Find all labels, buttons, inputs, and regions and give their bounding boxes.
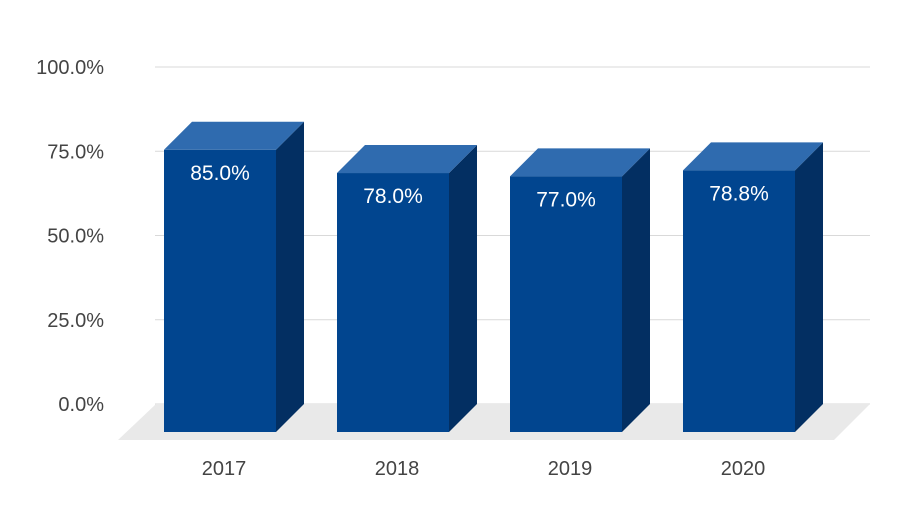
bar-2017: 85.0% bbox=[164, 121, 304, 433]
data-label: 77.0% bbox=[536, 188, 596, 211]
bar-top-face bbox=[337, 145, 477, 174]
bar-front-face bbox=[683, 170, 795, 432]
bar-front-face bbox=[510, 176, 622, 432]
y-axis: 0.0% 25.0% 50.0% 75.0% 100.0% bbox=[36, 57, 104, 416]
x-axis: 2017 2018 2019 2020 bbox=[202, 458, 766, 480]
floor-plane bbox=[118, 404, 870, 440]
data-label: 78.8% bbox=[709, 182, 769, 205]
bar-front-face bbox=[164, 149, 276, 433]
bar-side-face bbox=[449, 145, 477, 433]
bar-top-face bbox=[164, 121, 304, 150]
y-tick-label: 0.0% bbox=[58, 394, 104, 416]
y-tick-label: 50.0% bbox=[47, 226, 104, 248]
bar-front-face bbox=[337, 173, 449, 433]
x-tick-label: 2019 bbox=[548, 458, 593, 480]
bar-side-face bbox=[795, 142, 823, 432]
bar-top-face bbox=[683, 142, 823, 171]
x-tick-label: 2020 bbox=[721, 458, 766, 480]
chart-floor bbox=[118, 404, 870, 440]
bar-top-face bbox=[510, 148, 650, 177]
x-tick-label: 2018 bbox=[375, 458, 420, 480]
data-label: 85.0% bbox=[190, 162, 250, 185]
bar-2020: 78.8% bbox=[683, 142, 823, 432]
y-tick-label: 75.0% bbox=[47, 141, 104, 163]
y-tick-label: 100.0% bbox=[36, 57, 104, 79]
bar-side-face bbox=[622, 148, 650, 433]
data-label: 78.0% bbox=[363, 185, 423, 208]
bar-2018: 78.0% bbox=[337, 145, 477, 433]
bar-side-face bbox=[276, 121, 304, 433]
bars: 85.0% 78.0% 77.0% 78.8% bbox=[164, 121, 823, 433]
x-tick-label: 2017 bbox=[202, 458, 247, 480]
y-tick-label: 25.0% bbox=[47, 310, 104, 332]
bar-2019: 77.0% bbox=[510, 148, 650, 433]
